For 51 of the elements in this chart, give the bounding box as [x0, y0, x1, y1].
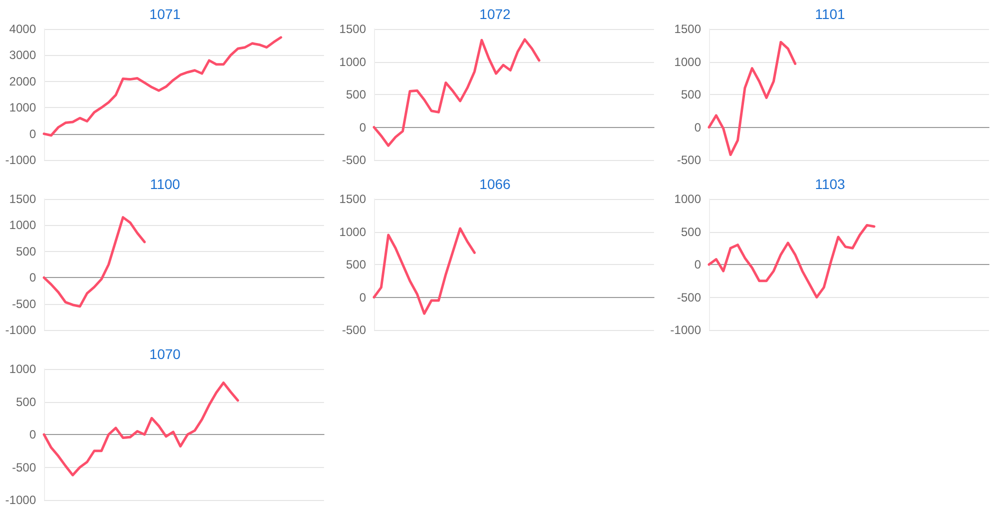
y-tick-label: -1000 — [670, 323, 702, 337]
y-tick-label: 1000 — [9, 362, 36, 376]
y-tick-label: 0 — [694, 258, 702, 272]
y-tick-label: 500 — [346, 88, 366, 102]
line-series — [42, 382, 240, 476]
y-tick-label: 500 — [16, 244, 36, 258]
y-tick-label: 4000 — [9, 22, 36, 36]
y-tick-label: -500 — [676, 153, 702, 167]
y-tick-label: -1000 — [5, 153, 36, 167]
y-tick-label: 500 — [16, 394, 36, 409]
y-tick-label: -500 — [342, 323, 366, 337]
y-tick-label: 3000 — [9, 48, 36, 62]
y-tick-label: 500 — [680, 88, 702, 102]
chart-title: 1071 — [149, 6, 181, 22]
chart-title: 1072 — [479, 6, 511, 22]
y-tick-label: 0 — [359, 120, 366, 134]
line-series — [708, 224, 876, 298]
y-tick-label: 1000 — [674, 54, 702, 69]
y-tick-label: -500 — [12, 296, 36, 311]
y-tick-label: -500 — [12, 460, 36, 474]
y-tick-label: 1000 — [9, 100, 36, 115]
y-tick-label: 500 — [346, 258, 366, 272]
y-tick-label: 0 — [29, 428, 36, 442]
chart-title: 1100 — [150, 176, 180, 192]
y-tick-label: 0 — [29, 270, 36, 285]
y-tick-label: -1000 — [5, 493, 36, 507]
line-series — [372, 227, 476, 315]
y-tick-label: 1500 — [9, 192, 36, 206]
y-tick-label: 1500 — [339, 22, 366, 36]
y-tick-label: 1000 — [339, 224, 366, 239]
chart-title: 1066 — [479, 176, 511, 192]
y-tick-label: -1000 — [5, 323, 36, 337]
y-tick-label: 1000 — [9, 218, 36, 232]
y-tick-label: 1500 — [339, 192, 366, 206]
chart-title: 1070 — [149, 346, 181, 362]
y-tick-label: 0 — [694, 120, 702, 134]
line-series — [708, 40, 796, 156]
y-tick-label: 500 — [680, 224, 702, 239]
chart-title: 1103 — [814, 176, 846, 192]
line-series — [372, 38, 540, 147]
y-tick-label: 0 — [29, 126, 36, 141]
y-tick-label: 1000 — [674, 192, 702, 206]
chart-title: 1101 — [814, 6, 846, 22]
y-tick-label: -500 — [342, 153, 366, 167]
y-tick-label: 1500 — [674, 22, 702, 36]
y-tick-label: 2000 — [9, 74, 36, 88]
y-tick-label: -500 — [676, 290, 702, 304]
y-tick-label: 1000 — [339, 54, 366, 69]
y-tick-label: 0 — [359, 290, 366, 304]
line-series — [42, 216, 146, 308]
line-series — [42, 36, 282, 137]
